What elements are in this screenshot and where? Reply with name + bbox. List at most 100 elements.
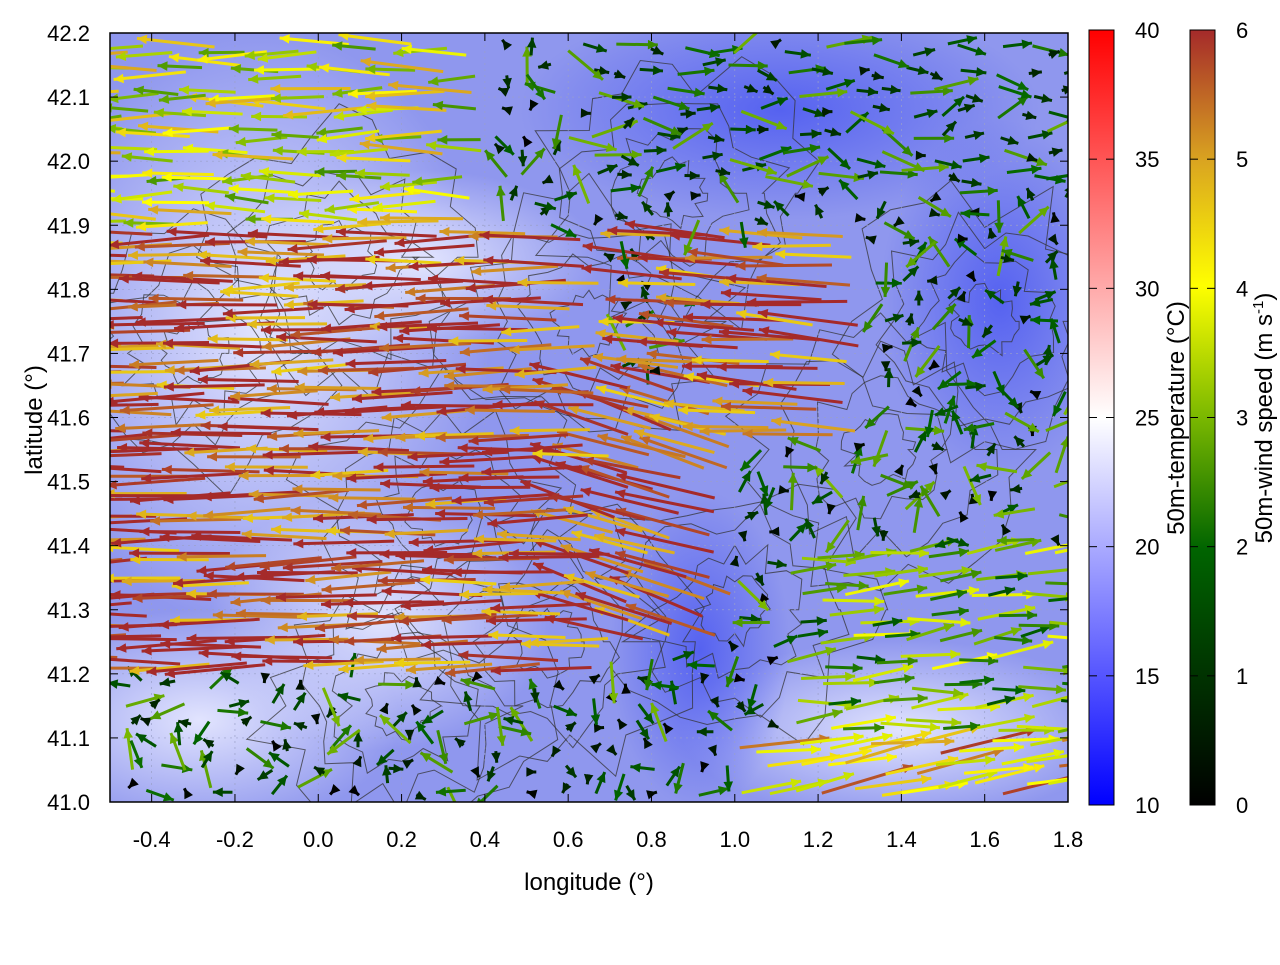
wind-vector-head [1142, 752, 1152, 762]
wind-vector-head [76, 633, 86, 643]
temperature-field [0, 0, 1152, 853]
wind-vector-head [76, 523, 86, 533]
wind-vector-head [58, 495, 68, 505]
wind-vector-head [92, 273, 102, 283]
wind-tick-label: 6 [1236, 18, 1248, 43]
y-tick-label: 41.9 [47, 213, 90, 238]
wind-vector-shaft [162, 177, 229, 179]
x-tick-label: 1.6 [969, 827, 1000, 852]
wind-vector-head [75, 117, 86, 126]
wind-vector-shaft [328, 498, 415, 500]
wind-vector-head [73, 62, 83, 72]
wind-vector-head [95, 116, 105, 126]
wind-vector-shaft [322, 238, 406, 239]
wind-vector-head [1078, 538, 1089, 547]
wind-vector-head [44, 52, 54, 62]
wind-vector-shaft [700, 430, 787, 431]
wind-tick-label: 4 [1236, 276, 1248, 301]
wind-vector-shaft [46, 241, 123, 243]
x-tick-label: 0.8 [636, 827, 667, 852]
wind-vector-head [47, 563, 57, 573]
wind-vector-head [37, 575, 47, 585]
y-tick-label: 41.7 [47, 341, 90, 366]
wind-vector-head [97, 368, 107, 378]
wind-vector [35, 323, 114, 333]
wind-vector-shaft [752, 245, 831, 246]
wind-vector-head [29, 562, 39, 572]
x-axis-label: longitude (°) [524, 869, 654, 896]
wind-vector-shaft [448, 340, 527, 341]
wind-vector-shaft [97, 372, 175, 373]
wind-vector-shaft [380, 218, 463, 219]
wind-vector-shaft [717, 367, 818, 369]
x-tick-label: 0.6 [553, 827, 584, 852]
x-tick-label: 1.0 [719, 827, 750, 852]
wind-vector [29, 559, 122, 571]
wind-vector-head [31, 606, 41, 616]
wind-vector-head [1067, 171, 1078, 180]
wind-vector-shaft [292, 489, 380, 490]
wind-vector-shaft [208, 339, 288, 340]
wind-vector-shaft [357, 221, 438, 222]
wind-vector-shaft [692, 360, 769, 362]
wind-vector-shaft [746, 301, 847, 302]
wind-vector-head [86, 519, 96, 529]
x-tick-label: -0.2 [216, 827, 254, 852]
wind-vector-head [88, 45, 98, 55]
wind-vector-head [93, 471, 103, 481]
wind-vector-head [82, 306, 92, 316]
wind-vector-head [104, 573, 114, 583]
temperature-tick-label: 20 [1135, 535, 1159, 560]
wind-vector-head [37, 272, 47, 282]
wind-vector-shaft [29, 559, 122, 567]
wind-vector-shaft [427, 328, 528, 330]
wind-vector-shaft [367, 519, 468, 520]
wind-vector-shaft [142, 173, 213, 175]
wind-vector-head [1071, 66, 1082, 75]
wind-vector-head [1076, 690, 1087, 699]
wind-vector-shaft [1045, 583, 1087, 585]
wind-vector-head [1138, 719, 1149, 728]
wind-vector-head [60, 255, 70, 265]
wind-vector-head [93, 328, 103, 338]
y-tick-label: 42.2 [47, 21, 90, 46]
temperature-tick-label: 10 [1135, 793, 1159, 818]
temperature-tick-label: 35 [1135, 147, 1159, 172]
x-tick-label: 0.4 [470, 827, 501, 852]
wind-tick-label: 3 [1236, 406, 1248, 431]
wind-vector-shaft [374, 466, 475, 467]
y-tick-label: 41.1 [47, 726, 90, 751]
wind-vector-shaft [517, 282, 598, 283]
wind-vector-head [56, 511, 66, 521]
wind-vector-head [22, 490, 32, 500]
wind-vector-head [1071, 594, 1081, 604]
wind-vector-head [76, 622, 86, 632]
wind-vector-shaft [459, 593, 538, 594]
wind-vector-shaft [736, 265, 832, 266]
wind-vector-shaft [51, 185, 115, 191]
wind-vector-shaft [394, 662, 470, 663]
wind-vector-head [104, 397, 114, 407]
wind-vector-head [81, 437, 91, 447]
wind-vector-head [35, 323, 45, 333]
wind-vector [37, 575, 120, 585]
wind-vector-head [104, 320, 114, 330]
wind-vector-head [51, 181, 61, 191]
temperature-tick-label: 30 [1135, 276, 1159, 301]
x-tick-label: 1.8 [1053, 827, 1084, 852]
y-tick-label: 42.1 [47, 85, 90, 110]
wind-tick-label: 0 [1236, 793, 1248, 818]
wind-vector-shaft [171, 432, 272, 433]
x-tick-label: 0.0 [303, 827, 334, 852]
wind-vector-shaft [509, 553, 610, 554]
wind-vector-head [94, 259, 104, 269]
wind-vector-head [98, 143, 108, 153]
wind-vector-head [73, 59, 83, 69]
y-tick-label: 41.3 [47, 598, 90, 623]
wind-vector-head [65, 119, 75, 129]
wind-vector-head [42, 316, 52, 326]
wind-vector-head [60, 633, 70, 643]
wind-vector-shaft [76, 638, 177, 640]
wind-vector-shaft [763, 382, 844, 383]
y-tick-label: 42.0 [47, 149, 90, 174]
